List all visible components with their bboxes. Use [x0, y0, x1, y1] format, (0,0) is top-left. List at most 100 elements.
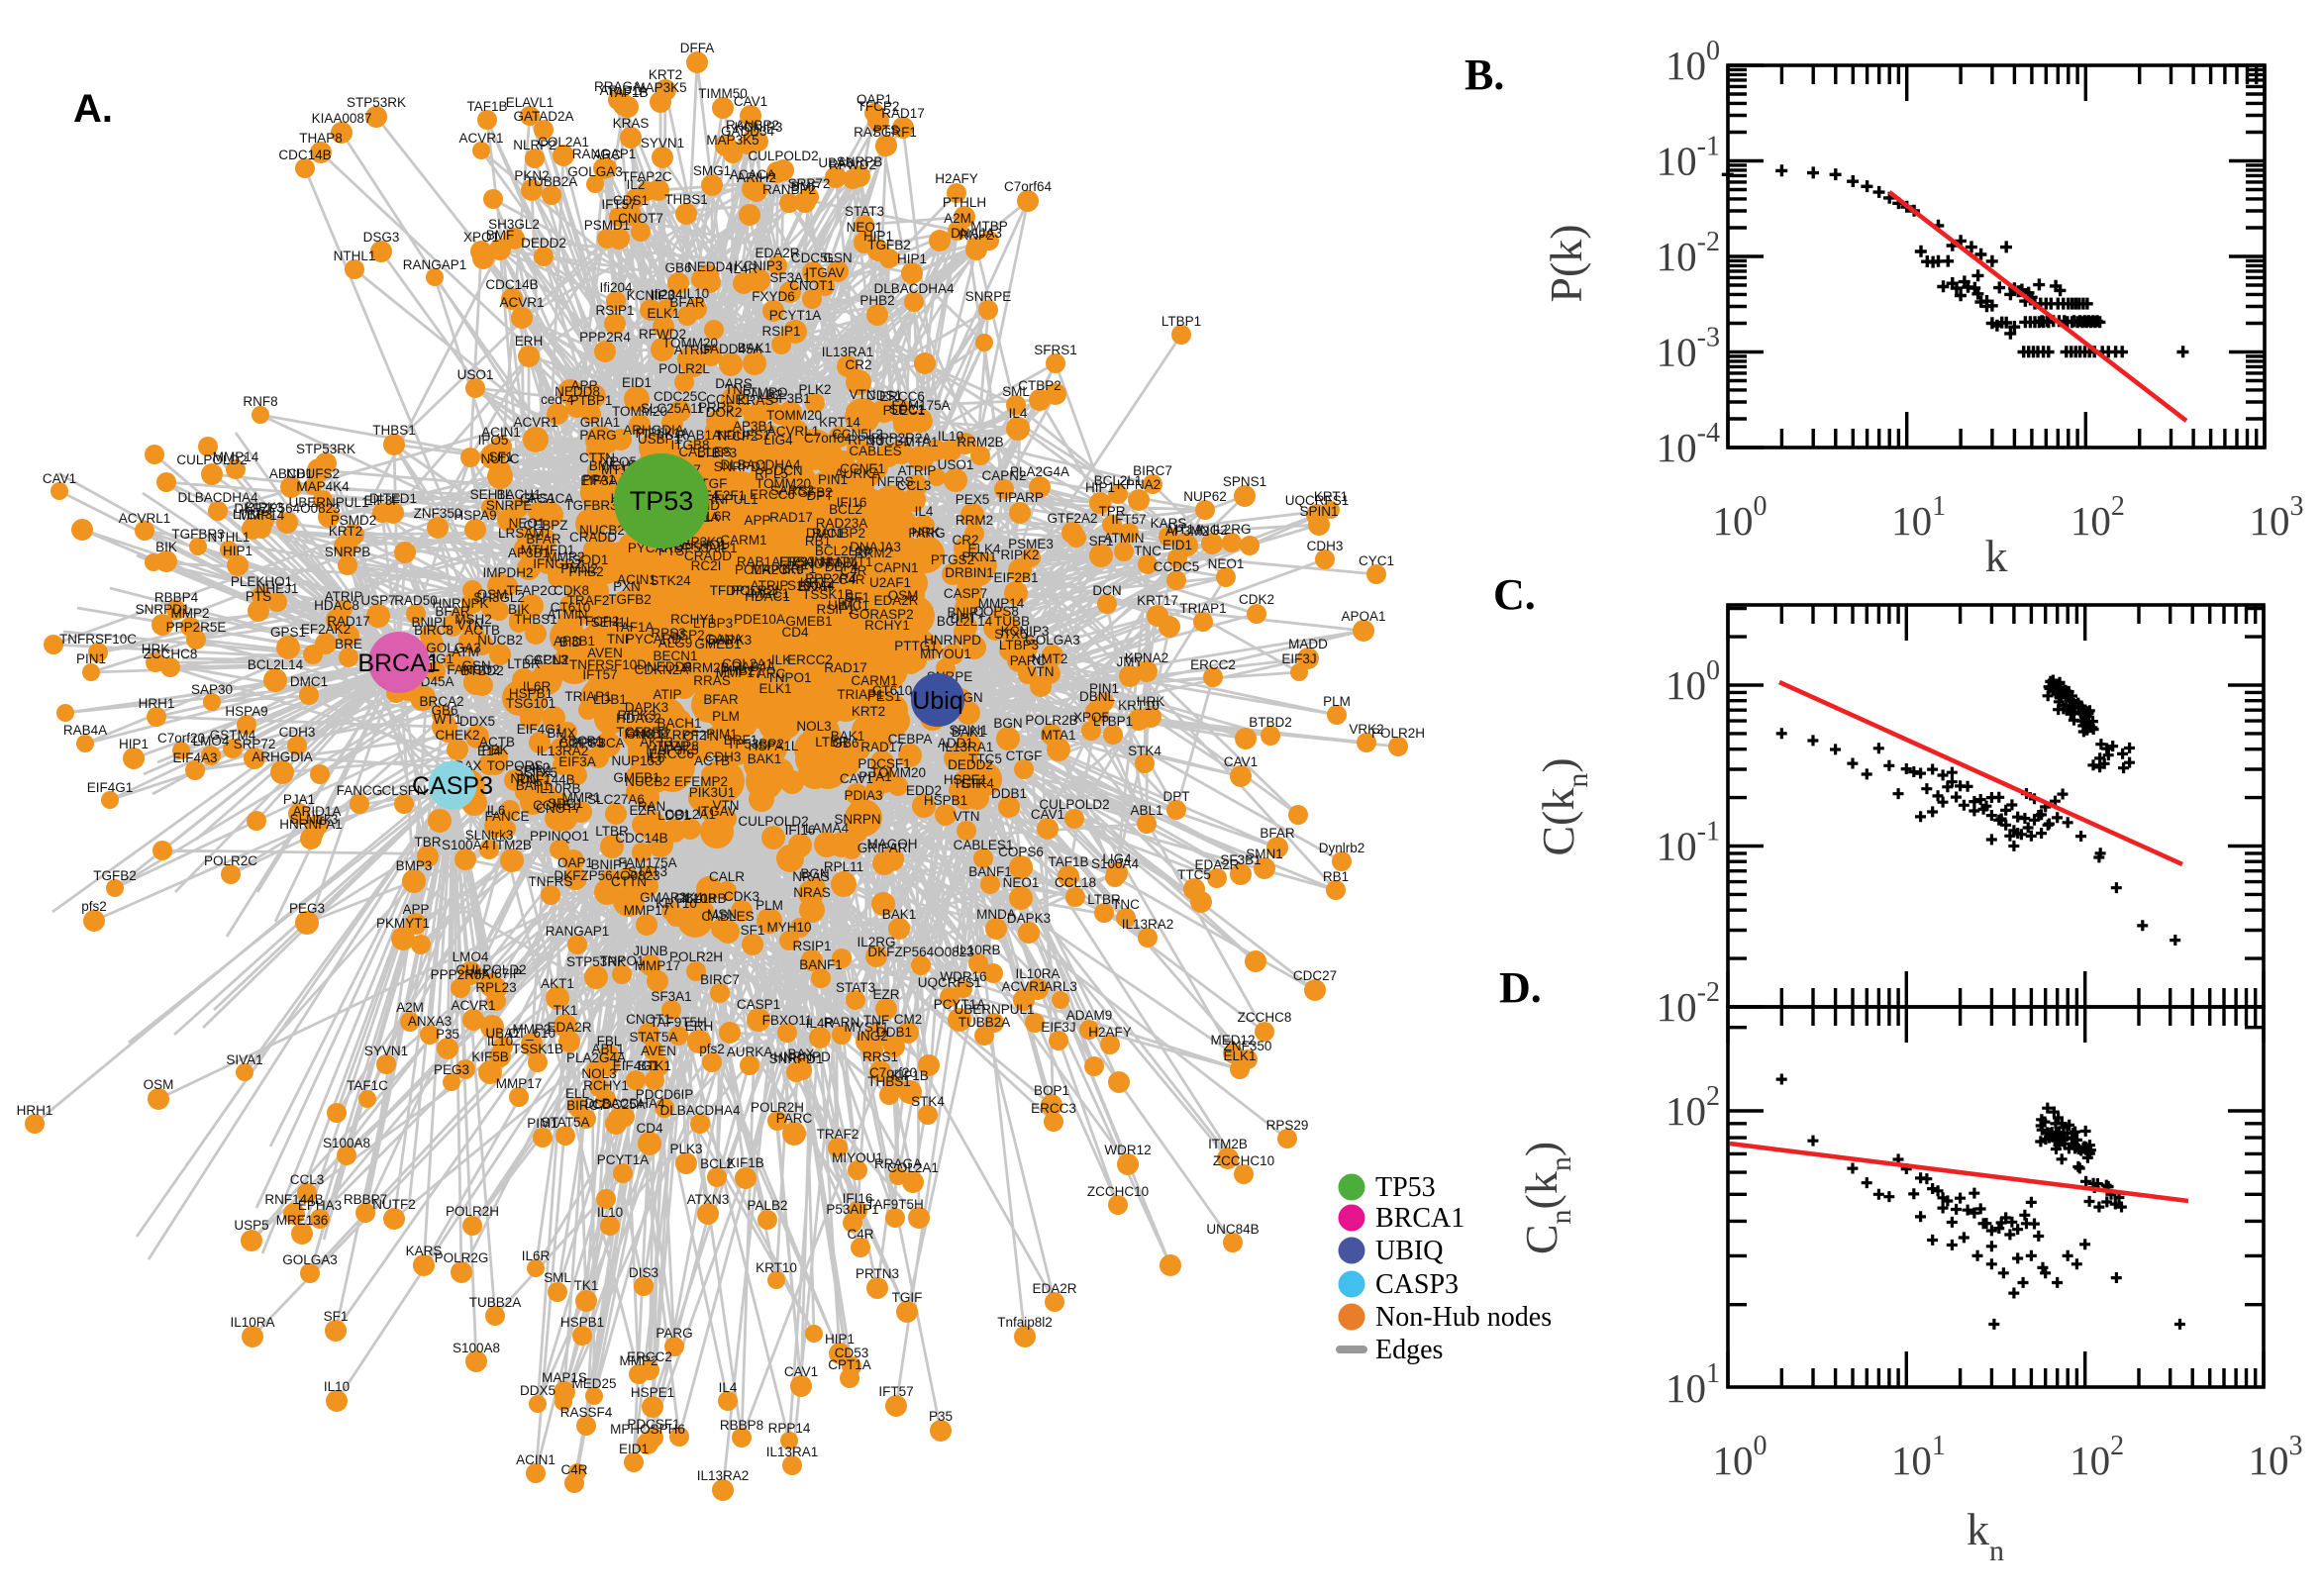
svg-text:VTN: VTN	[850, 387, 876, 402]
svg-text:BRCA1: BRCA1	[1375, 1203, 1464, 1234]
svg-text:ARID1A: ARID1A	[600, 83, 649, 98]
svg-text:ARHGDIA: ARHGDIA	[623, 423, 684, 438]
svg-text:BAK1: BAK1	[831, 729, 865, 744]
svg-text:RBBP4: RBBP4	[154, 590, 199, 605]
svg-text:SNRPD1: SNRPD1	[769, 1051, 824, 1066]
svg-text:DPT: DPT	[1163, 789, 1190, 804]
svg-text:SNRPE: SNRPE	[486, 498, 533, 513]
svg-text:USP2: USP2	[669, 628, 704, 643]
svg-text:TAF1B: TAF1B	[466, 99, 507, 114]
svg-text:HDAC8: HDAC8	[314, 598, 359, 613]
svg-text:TGIF: TGIF	[892, 1290, 923, 1305]
svg-text:CABLES: CABLES	[701, 909, 754, 924]
svg-text:DLBACDHA4: DLBACDHA4	[873, 281, 955, 296]
svg-text:SYVN1: SYVN1	[641, 136, 684, 150]
svg-text:ACTB: ACTB	[464, 623, 500, 638]
svg-text:RPF2: RPF2	[672, 728, 707, 743]
svg-text:CDC14B: CDC14B	[278, 148, 331, 162]
svg-text:ELK4: ELK4	[967, 542, 1001, 556]
svg-text:ITGAV: ITGAV	[697, 804, 737, 819]
svg-text:CULPOLD2: CULPOLD2	[1039, 797, 1109, 812]
svg-text:BTBD2: BTBD2	[1249, 715, 1292, 730]
svg-text:PARG: PARG	[908, 526, 945, 541]
svg-text:SRP72: SRP72	[788, 176, 831, 191]
svg-text:RSIP1: RSIP1	[816, 602, 855, 617]
svg-text:NEDD4: NEDD4	[687, 259, 733, 274]
svg-text:ITGAV: ITGAV	[805, 265, 845, 280]
svg-text:MAP3K5: MAP3K5	[634, 80, 686, 95]
svg-text:RAD17: RAD17	[327, 614, 370, 629]
svg-text:BGN: BGN	[993, 716, 1022, 731]
svg-text:TBR: TBR	[415, 835, 442, 849]
svg-text:WDR16: WDR16	[940, 969, 986, 984]
svg-text:RRAGA: RRAGA	[594, 79, 642, 94]
svg-text:ADAM9: ADAM9	[1066, 1008, 1113, 1023]
svg-text:PRTN3: PRTN3	[856, 1266, 899, 1281]
svg-text:TSSK1B: TSSK1B	[802, 587, 854, 602]
svg-text:EFEMP2: EFEMP2	[674, 774, 728, 789]
svg-text:IL10RA: IL10RA	[230, 1315, 274, 1330]
svg-text:PRR5: PRR5	[698, 400, 734, 415]
svg-text:FANCE: FANCE	[484, 809, 529, 824]
svg-text:BFAR: BFAR	[669, 295, 705, 310]
svg-text:TK1: TK1	[574, 1278, 599, 1293]
svg-text:A.: A.	[73, 87, 113, 131]
svg-text:PHB2: PHB2	[568, 564, 603, 579]
svg-text:MSH2: MSH2	[454, 612, 492, 627]
svg-text:CDH3: CDH3	[1307, 539, 1344, 553]
svg-text:DOK2: DOK2	[706, 405, 743, 420]
svg-text:HRK: HRK	[912, 525, 941, 540]
svg-text:LTBP3: LTBP3	[999, 638, 1039, 652]
svg-text:NDUFS2: NDUFS2	[286, 466, 340, 481]
svg-text:RASSF4: RASSF4	[560, 1405, 613, 1420]
svg-text:ATRIP: ATRIP	[325, 589, 363, 604]
svg-text:GRIPARI: GRIPARI	[858, 841, 912, 855]
svg-text:BIK: BIK	[508, 602, 530, 617]
svg-text:RNF144B: RNF144B	[264, 1192, 323, 1207]
svg-text:USBP1: USBP1	[638, 432, 681, 447]
svg-text:HIP1: HIP1	[825, 1332, 855, 1347]
svg-text:C4R: C4R	[560, 1462, 587, 1477]
svg-text:PEG3: PEG3	[289, 901, 325, 916]
svg-text:SF3A1: SF3A1	[651, 989, 691, 1004]
svg-text:CCL18: CCL18	[1055, 875, 1096, 890]
svg-text:TTC5: TTC5	[968, 751, 1002, 766]
svg-text:C4R: C4R	[847, 1227, 873, 1242]
svg-text:TNPO1: TNPO1	[766, 670, 811, 685]
svg-text:PIN1: PIN1	[818, 472, 848, 487]
svg-text:IFT57: IFT57	[878, 1384, 913, 1399]
svg-text:USP7: USP7	[360, 593, 395, 608]
svg-text:STK4: STK4	[960, 776, 994, 791]
svg-text:RASGRF1: RASGRF1	[854, 125, 917, 140]
svg-text:MKI67IP: MKI67IP	[470, 966, 522, 981]
svg-text:EIF4G1: EIF4G1	[613, 1058, 659, 1073]
svg-text:NEDD8: NEDD8	[555, 384, 600, 399]
svg-text:IL2: IL2	[627, 177, 646, 192]
svg-text:ABL1: ABL1	[591, 1042, 624, 1056]
svg-text:BIRC7: BIRC7	[1133, 463, 1172, 478]
svg-text:IL10RB: IL10RB	[956, 943, 1000, 957]
svg-text:STAT5A: STAT5A	[629, 1030, 677, 1045]
svg-text:NEO1: NEO1	[1208, 556, 1245, 571]
svg-text:IL10: IL10	[683, 286, 709, 301]
svg-text:BMX: BMX	[547, 726, 575, 741]
svg-text:ING2: ING2	[1196, 523, 1228, 538]
svg-text:MED12: MED12	[1210, 1033, 1255, 1047]
svg-text:BRCA1: BRCA1	[357, 649, 440, 677]
svg-text:ZCCHC8: ZCCHC8	[144, 647, 198, 661]
svg-text:POLR2C: POLR2C	[204, 853, 257, 868]
svg-text:TUBB2A: TUBB2A	[469, 1295, 522, 1310]
svg-text:CM2: CM2	[894, 1012, 923, 1027]
svg-text:NUCB2: NUCB2	[477, 633, 523, 648]
svg-text:IL6R: IL6R	[703, 509, 732, 524]
svg-text:SIVA1: SIVA1	[226, 1052, 262, 1067]
svg-text:CULPOLD2: CULPOLD2	[738, 814, 808, 829]
svg-text:TRIAP1: TRIAP1	[1179, 601, 1226, 616]
svg-text:B.: B.	[1464, 50, 1504, 99]
svg-text:STK4: STK4	[911, 1094, 945, 1109]
svg-text:TUBB2A: TUBB2A	[526, 174, 578, 189]
svg-text:CASP3: CASP3	[412, 772, 493, 800]
svg-text:DKFZP564O0823: DKFZP564O0823	[867, 945, 973, 959]
svg-text:TRIAP1: TRIAP1	[837, 687, 883, 702]
svg-text:Edges: Edges	[1375, 1335, 1443, 1365]
